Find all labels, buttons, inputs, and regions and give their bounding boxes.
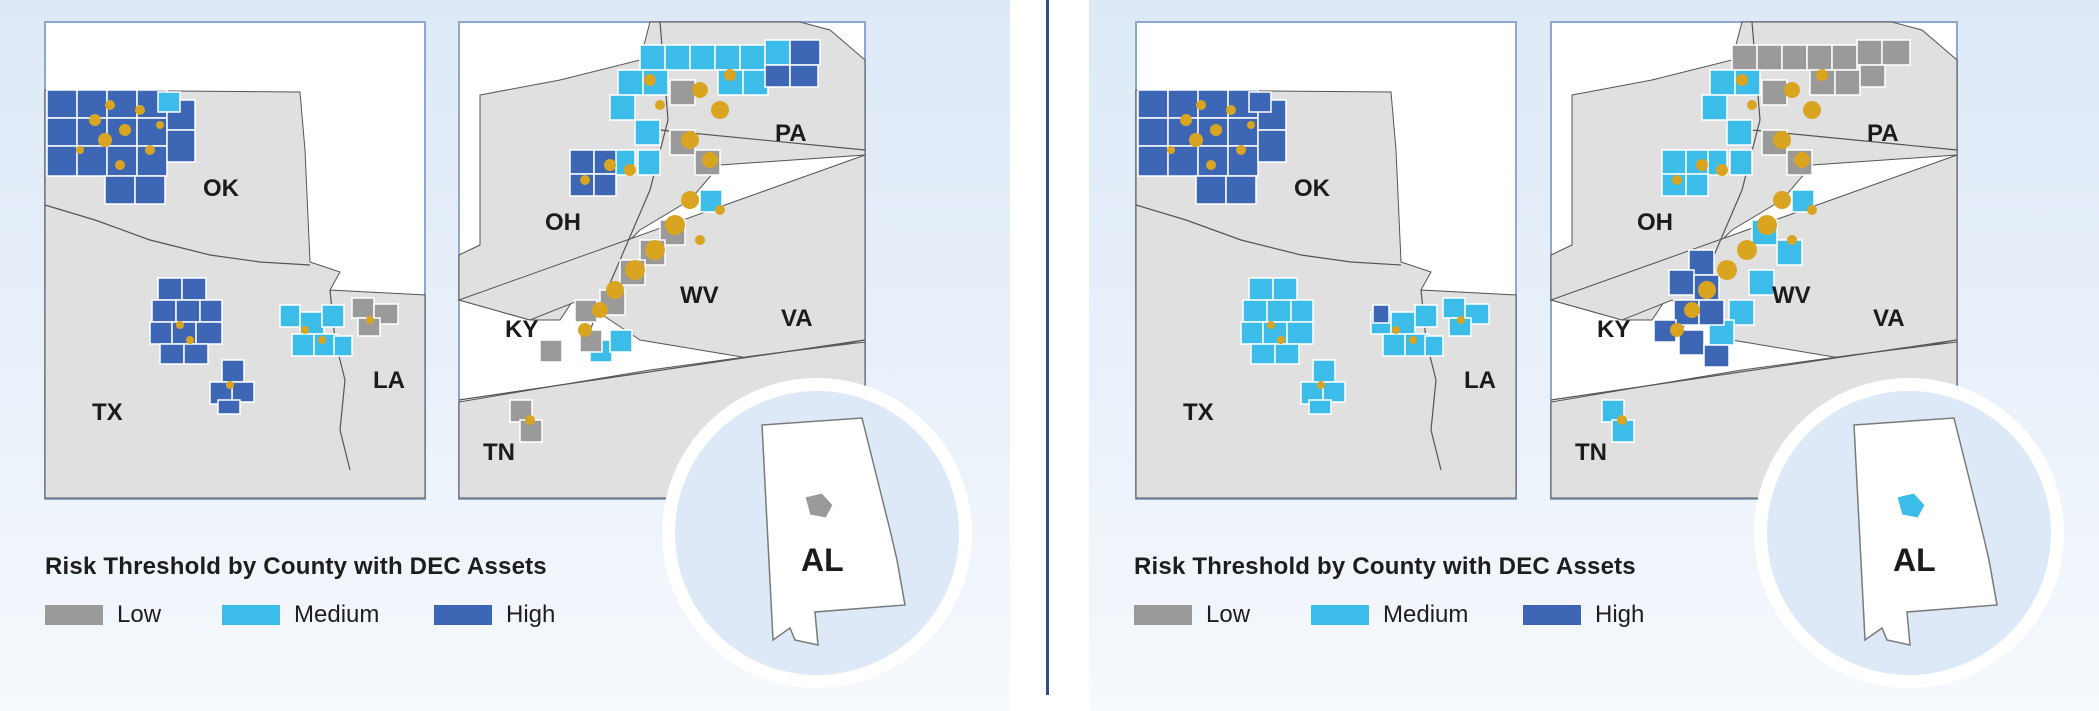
state-label-al: AL [801,542,844,578]
counties-pa-low [1731,39,1911,176]
legend: Low Medium High [1134,600,1734,630]
legend-swatch-low [45,605,103,625]
state-label-va: VA [781,305,813,332]
legend-item-medium: Medium [222,600,379,630]
legend-item-medium: Medium [1311,600,1468,630]
alabama-inset: AL [662,378,972,688]
state-label-tn: TN [483,439,515,466]
legend-item-low: Low [45,600,161,630]
legend-swatch-medium [1311,605,1369,625]
counties-ky-wv-high [1653,249,1730,368]
state-label-pa: PA [1867,120,1899,147]
map-appalachia: PA OH WV KY VA TN [457,21,866,500]
maps-svg: OK TX LA [44,21,972,688]
state-label-tx: TX [1183,399,1214,426]
legend-label-medium: Medium [1383,601,1469,628]
panel-after: OK TX LA [1089,0,2099,711]
legend-item-low: Low [1134,600,1250,630]
counties-east-tx-medium [279,304,353,357]
asset-dots-ok-tx [76,100,374,389]
state-label-ok: OK [1294,175,1331,202]
legend-item-high: High [434,600,555,630]
legend-title: Risk Threshold by County with DEC Assets [45,553,547,580]
alabama-outline [1853,417,1998,646]
legend-swatch-high [1523,605,1581,625]
legend: Low Medium High [45,600,645,630]
asset-dots-appalachia [525,69,736,425]
legend-label-high: High [1595,601,1645,628]
legend-swatch-medium [222,605,280,625]
state-label-tx: TX [92,399,123,426]
counties-ok-high [46,89,196,205]
state-label-pa: PA [775,120,807,147]
state-label-va: VA [1873,305,1905,332]
state-label-oh: OH [545,209,581,236]
alabama-county [1896,492,1926,519]
legend-label-low: Low [1206,601,1251,628]
legend-label-high: High [506,601,556,628]
panel-before: OK TX LA [0,0,1010,711]
counties-ok-high [1137,89,1287,205]
legend-item-high: High [1523,600,1644,630]
asset-dots-appalachia [1617,69,1828,425]
alabama-inset: AL [1754,378,2064,688]
panel-divider [1046,0,1049,695]
state-label-la: LA [373,367,405,394]
map-oklahoma-texas: OK TX LA [1135,21,1517,500]
counties-oh-wv-medium [1601,69,1815,443]
state-label-oh: OH [1637,209,1673,236]
alabama-outline [761,417,906,646]
legend-label-low: Low [117,601,162,628]
map-oklahoma-texas: OK TX LA [44,21,426,500]
counties-la-low [351,297,399,337]
alabama-county [804,492,834,519]
state-label-ky: KY [1597,316,1630,343]
legend-swatch-high [434,605,492,625]
maps-svg: OK TX LA [1135,21,2064,688]
asset-dots-ok-tx [1167,100,1465,389]
legend-title: Risk Threshold by County with DEC Assets [1134,553,1636,580]
state-label-la: LA [1464,367,1496,394]
state-label-wv: WV [1772,282,1811,309]
state-label-ok: OK [203,175,240,202]
state-label-tn: TN [1575,439,1607,466]
state-label-al: AL [1893,542,1936,578]
state-label-ky: KY [505,316,538,343]
legend-swatch-low [1134,605,1192,625]
state-label-wv: WV [680,282,719,309]
legend-label-medium: Medium [294,601,380,628]
